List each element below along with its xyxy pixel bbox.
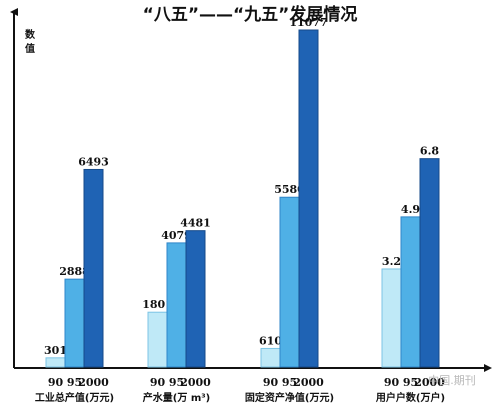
bar-g1-2000	[83, 168, 104, 368]
group-label-3: 固定资产净值(万元)	[245, 391, 334, 403]
bar-g1-90	[45, 357, 66, 368]
x-tick-g1-2000: 2000	[78, 376, 109, 389]
x-tick-g4-95: 95	[403, 376, 418, 389]
watermark: 中国.期刊	[428, 374, 476, 387]
bar-g3-2000	[298, 29, 319, 368]
value-label-g1-95: 2888	[59, 265, 90, 278]
value-label-g3-90: 610	[259, 334, 282, 347]
value-label-g1-90: 301	[44, 344, 67, 357]
x-tick-g3-95: 95	[282, 376, 297, 389]
value-label-g3-2000: 11077	[289, 16, 327, 29]
group-label-2: 产水量(万 m³)	[143, 391, 210, 403]
group-label-4: 用户户数(万户)	[375, 391, 445, 403]
bar-g2-90	[147, 311, 168, 368]
x-tick-g1-90: 90	[48, 376, 64, 389]
value-label-g3-95: 5580	[274, 183, 305, 196]
x-tick-g3-90: 90	[263, 376, 279, 389]
bar-g2-2000	[185, 230, 206, 368]
value-label-g4-95: 4.9	[401, 203, 420, 216]
x-tick-g4-90: 90	[384, 376, 400, 389]
value-label-g2-95: 4079	[161, 229, 192, 242]
bar-g4-90	[381, 268, 402, 368]
x-tick-g1-95: 95	[67, 376, 82, 389]
bar-g3-95	[279, 196, 300, 368]
group-label-1: 工业总产值(万元)	[35, 391, 114, 403]
y-axis-label-char-1: 数	[25, 28, 36, 41]
bar-g3-90	[260, 347, 281, 368]
bar-g4-95	[400, 216, 421, 368]
chart-title: “八五”——“九五”发展情况	[143, 4, 358, 25]
value-label-g4-2000: 6.8	[420, 145, 439, 158]
x-tick-g2-2000: 2000	[180, 376, 211, 389]
x-tick-g4-2000: 2000	[414, 376, 445, 389]
value-label-g2-2000: 4481	[180, 217, 211, 230]
bar-g4-2000	[419, 158, 440, 368]
bar-g2-95	[166, 242, 187, 368]
bar-g1-95	[64, 278, 85, 368]
y-axis-label-char-2: 值	[25, 42, 35, 55]
x-tick-g2-95: 95	[169, 376, 184, 389]
bars-layer: 301 90 2888 95 6493 2000 工业总产值(万元) 1801 90 4079 95…	[35, 16, 445, 403]
value-label-g2-90: 1801	[142, 298, 173, 311]
x-tick-g3-2000: 2000	[293, 376, 324, 389]
value-label-g1-2000: 6493	[78, 155, 109, 168]
value-label-g4-90: 3.2	[382, 255, 401, 268]
x-tick-g2-90: 90	[150, 376, 166, 389]
